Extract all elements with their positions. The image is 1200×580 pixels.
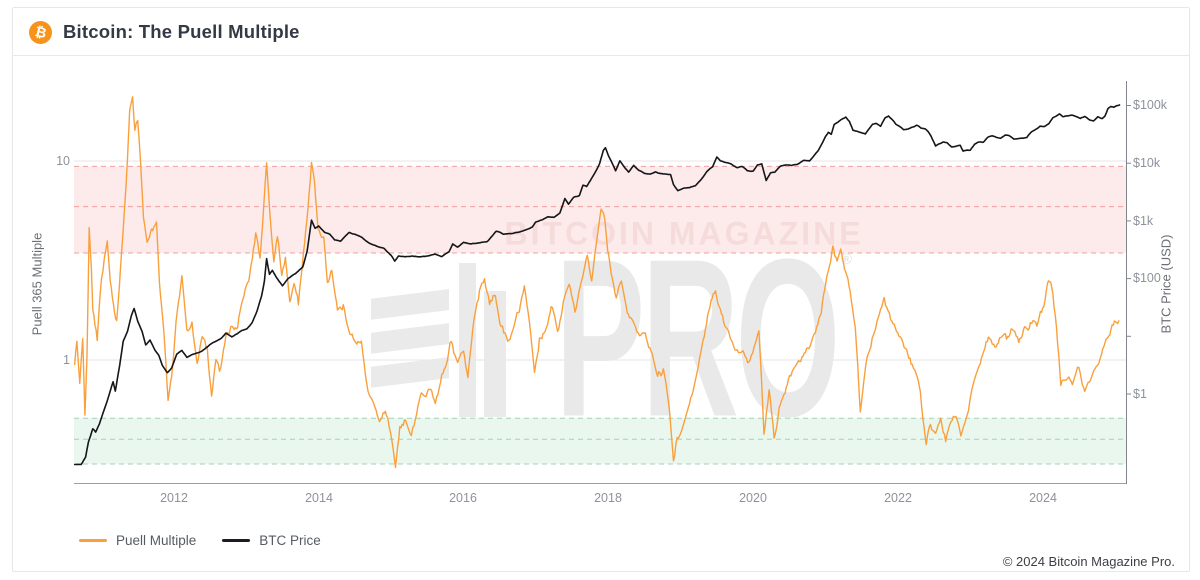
bitcoin-logo-icon: ₿ [29,21,52,44]
green-zone-band [74,418,1126,465]
copyright-text: © 2024 Bitcoin Magazine Pro. [1002,554,1175,569]
y-left-tick-10: 10 [56,154,70,168]
y-left-tick-1: 1 [63,353,70,367]
y-right-tick-1: $1 [1133,387,1147,401]
registered-mark: ® [841,251,853,268]
x-tick-2014: 2014 [305,491,333,505]
legend-item-btc-price[interactable]: BTC Price [222,533,321,548]
chart-header: ₿ Bitcoin: The Puell Multiple [13,8,1189,56]
red-zone-band [74,166,1126,253]
x-tick-2020: 2020 [739,491,767,505]
x-tick-2012: 2012 [160,491,188,505]
y-right-tick-100: $100 [1133,271,1161,285]
x-tick-2024: 2024 [1029,491,1057,505]
x-tick-2022: 2022 [884,491,912,505]
chart-plot-area[interactable] [74,81,1140,484]
puell-multiple-swatch [79,538,107,542]
btc-price-swatch [222,538,251,542]
x-tick-2018: 2018 [594,491,622,505]
legend-item-puell-multiple[interactable]: Puell Multiple [79,533,196,548]
y-left-axis-label: Puell 365 Multiple [29,232,45,336]
x-tick-2016: 2016 [449,491,477,505]
legend: Puell Multiple BTC Price [79,530,321,550]
legend-label-btc-price: BTC Price [259,532,321,548]
btc-price-series-line [74,104,1121,466]
puell-multiple-series-line [74,96,1120,469]
y-right-axis-label: BTC Price (USD) [1158,234,1174,334]
chart-card: ₿ Bitcoin: The Puell Multiple BITCOIN MA… [12,7,1190,572]
y-right-tick-10k: $10k [1133,156,1161,170]
page-title: Bitcoin: The Puell Multiple [63,21,300,42]
y-right-tick-1k: $1k [1133,214,1154,228]
legend-label-puell: Puell Multiple [116,532,197,548]
y-right-tick-100k: $100k [1133,98,1168,112]
